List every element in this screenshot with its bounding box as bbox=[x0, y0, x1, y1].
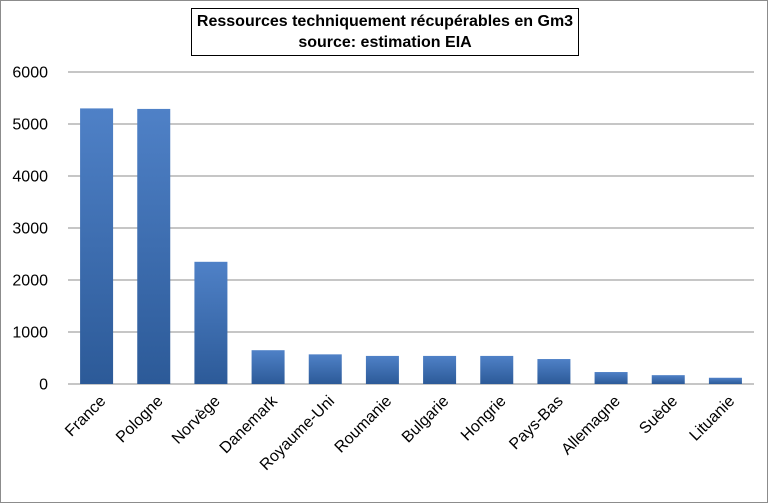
x-tick-label: Pays-Bas bbox=[506, 393, 566, 453]
y-tick-label: 5000 bbox=[12, 117, 48, 134]
y-tick-label: 3000 bbox=[12, 221, 48, 238]
x-tick-label: Norvège bbox=[169, 393, 224, 448]
x-tick-label: Lituanie bbox=[687, 393, 739, 445]
x-tick-label: Pologne bbox=[113, 393, 167, 447]
y-tick-label: 2000 bbox=[12, 273, 48, 290]
bar-norv-ge bbox=[194, 261, 228, 384]
y-axis-ticks: 0 1000 2000 3000 4000 5000 6000 bbox=[12, 65, 48, 394]
bar-danemark bbox=[251, 350, 285, 384]
x-tick-label: Roumanie bbox=[332, 393, 396, 457]
gridlines bbox=[68, 71, 754, 385]
bar-pays-bas bbox=[537, 359, 571, 384]
x-tick-label: Suède bbox=[636, 393, 681, 438]
x-tick-label: France bbox=[62, 393, 109, 440]
y-tick-label: 6000 bbox=[12, 65, 48, 82]
y-tick-label: 4000 bbox=[12, 169, 48, 186]
chart-title-box: Ressources techniquement récupérables en… bbox=[191, 8, 579, 56]
x-tick-label: Allemagne bbox=[558, 393, 624, 459]
x-axis-ticks: France Pologne NorvègeDanemarkRoyaume-UniR… bbox=[62, 392, 738, 474]
x-tick-label: Bulgarie bbox=[399, 393, 453, 447]
chart-subtitle: source: estimation EIA bbox=[298, 34, 472, 51]
y-tick-label: 0 bbox=[39, 377, 48, 394]
x-tick-label: Hongrie bbox=[458, 393, 510, 445]
bar-roumanie bbox=[365, 355, 399, 384]
bar-su-de bbox=[651, 375, 685, 384]
bar-bulgarie bbox=[423, 355, 457, 384]
chart-title: Ressources techniquement récupérables en… bbox=[196, 13, 574, 30]
bar-pologne bbox=[137, 108, 171, 385]
y-tick-label: 1000 bbox=[12, 325, 48, 342]
bars bbox=[80, 108, 742, 385]
bar-allemagne bbox=[594, 372, 628, 384]
bar-lituanie bbox=[708, 377, 742, 384]
bar-royaume-uni bbox=[308, 354, 342, 384]
bar-france bbox=[80, 108, 114, 385]
bar-hongrie bbox=[480, 355, 514, 384]
